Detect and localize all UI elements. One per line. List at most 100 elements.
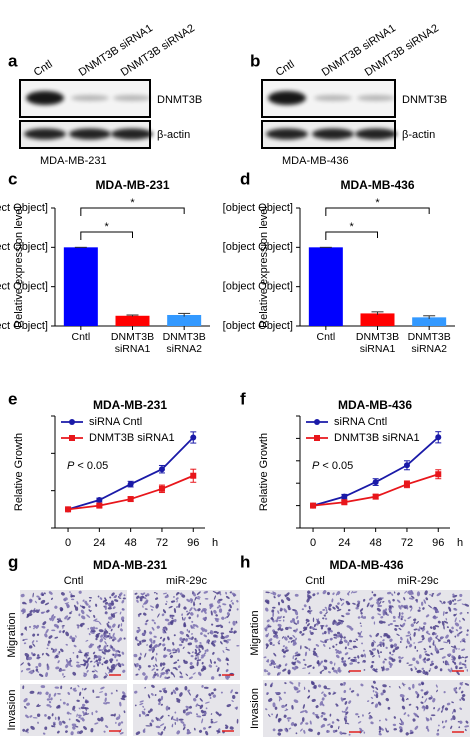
cell	[294, 651, 299, 655]
cell	[288, 672, 291, 675]
cell	[451, 655, 454, 659]
cell	[372, 640, 376, 644]
cell	[225, 591, 228, 595]
cell	[440, 602, 444, 605]
band	[26, 91, 64, 105]
cell	[37, 705, 41, 707]
cell	[93, 665, 96, 668]
cell	[203, 634, 208, 638]
cell	[355, 638, 359, 641]
cell	[205, 707, 208, 710]
cell	[38, 597, 41, 601]
cell	[462, 617, 466, 621]
cell	[339, 731, 343, 735]
cell	[104, 692, 108, 697]
cell	[319, 700, 324, 706]
cell	[348, 733, 351, 736]
cell	[115, 716, 121, 720]
cell	[373, 593, 377, 597]
cell	[288, 727, 292, 730]
cell	[73, 644, 77, 648]
cell	[144, 652, 147, 658]
cell	[225, 675, 229, 680]
x-tick-label: 0	[65, 537, 71, 549]
cell	[175, 593, 178, 596]
cell	[225, 595, 230, 599]
cell	[172, 651, 178, 654]
x-tick-label: 24	[93, 537, 105, 549]
cell	[296, 690, 301, 693]
lane-label: DNMT3B siRNA2	[119, 22, 197, 79]
cell	[387, 614, 390, 616]
cell	[324, 640, 327, 644]
cell	[61, 625, 65, 627]
cell	[224, 635, 230, 639]
cell	[421, 705, 425, 709]
cell	[22, 639, 25, 641]
cell	[292, 640, 297, 645]
cell	[396, 599, 401, 603]
cell	[288, 626, 292, 629]
cell	[195, 703, 198, 707]
cell	[265, 634, 269, 638]
cell	[436, 689, 438, 693]
cell	[319, 611, 323, 615]
cell	[307, 610, 310, 613]
cell	[76, 654, 79, 659]
cell	[407, 616, 412, 620]
cell	[330, 638, 333, 641]
cell	[41, 593, 44, 596]
cell	[343, 689, 347, 694]
cell	[336, 654, 340, 659]
cell	[98, 648, 101, 652]
cell	[112, 638, 115, 642]
cell	[441, 620, 445, 626]
lane-label: Cntl	[32, 58, 55, 79]
cell	[203, 609, 207, 614]
cell	[82, 696, 85, 699]
cell	[145, 599, 149, 603]
category-label: DNMT3B siRNA2	[162, 331, 206, 355]
cell	[187, 651, 191, 655]
cell	[458, 686, 461, 690]
cell	[429, 662, 434, 667]
cell	[450, 725, 453, 730]
cell	[64, 725, 69, 729]
cell	[428, 669, 431, 672]
cell	[73, 689, 77, 692]
cell	[103, 730, 106, 733]
cell	[461, 697, 465, 701]
cell	[408, 597, 414, 600]
cell	[264, 683, 267, 687]
cell	[339, 619, 345, 623]
cell	[113, 636, 117, 640]
cell	[56, 730, 60, 734]
cell	[106, 622, 110, 628]
legend-marker	[69, 419, 75, 425]
cell	[352, 645, 356, 649]
cell	[221, 616, 225, 620]
cell	[29, 715, 33, 718]
cell	[424, 698, 428, 703]
cell	[328, 692, 331, 695]
cell	[311, 681, 315, 686]
cell	[107, 603, 112, 608]
cell	[191, 651, 194, 654]
cell	[215, 624, 221, 628]
cell	[428, 604, 433, 609]
cell	[47, 640, 51, 644]
cell	[414, 725, 419, 730]
cell	[150, 609, 154, 611]
cell	[94, 722, 99, 725]
cell	[352, 602, 356, 605]
cell	[454, 622, 460, 627]
cell	[162, 662, 166, 666]
cell	[386, 730, 389, 733]
cell	[136, 599, 139, 603]
cell	[275, 619, 279, 623]
cell	[367, 700, 370, 702]
cell	[343, 636, 346, 639]
cell	[117, 722, 121, 727]
cell	[268, 638, 273, 642]
cell	[418, 606, 421, 610]
